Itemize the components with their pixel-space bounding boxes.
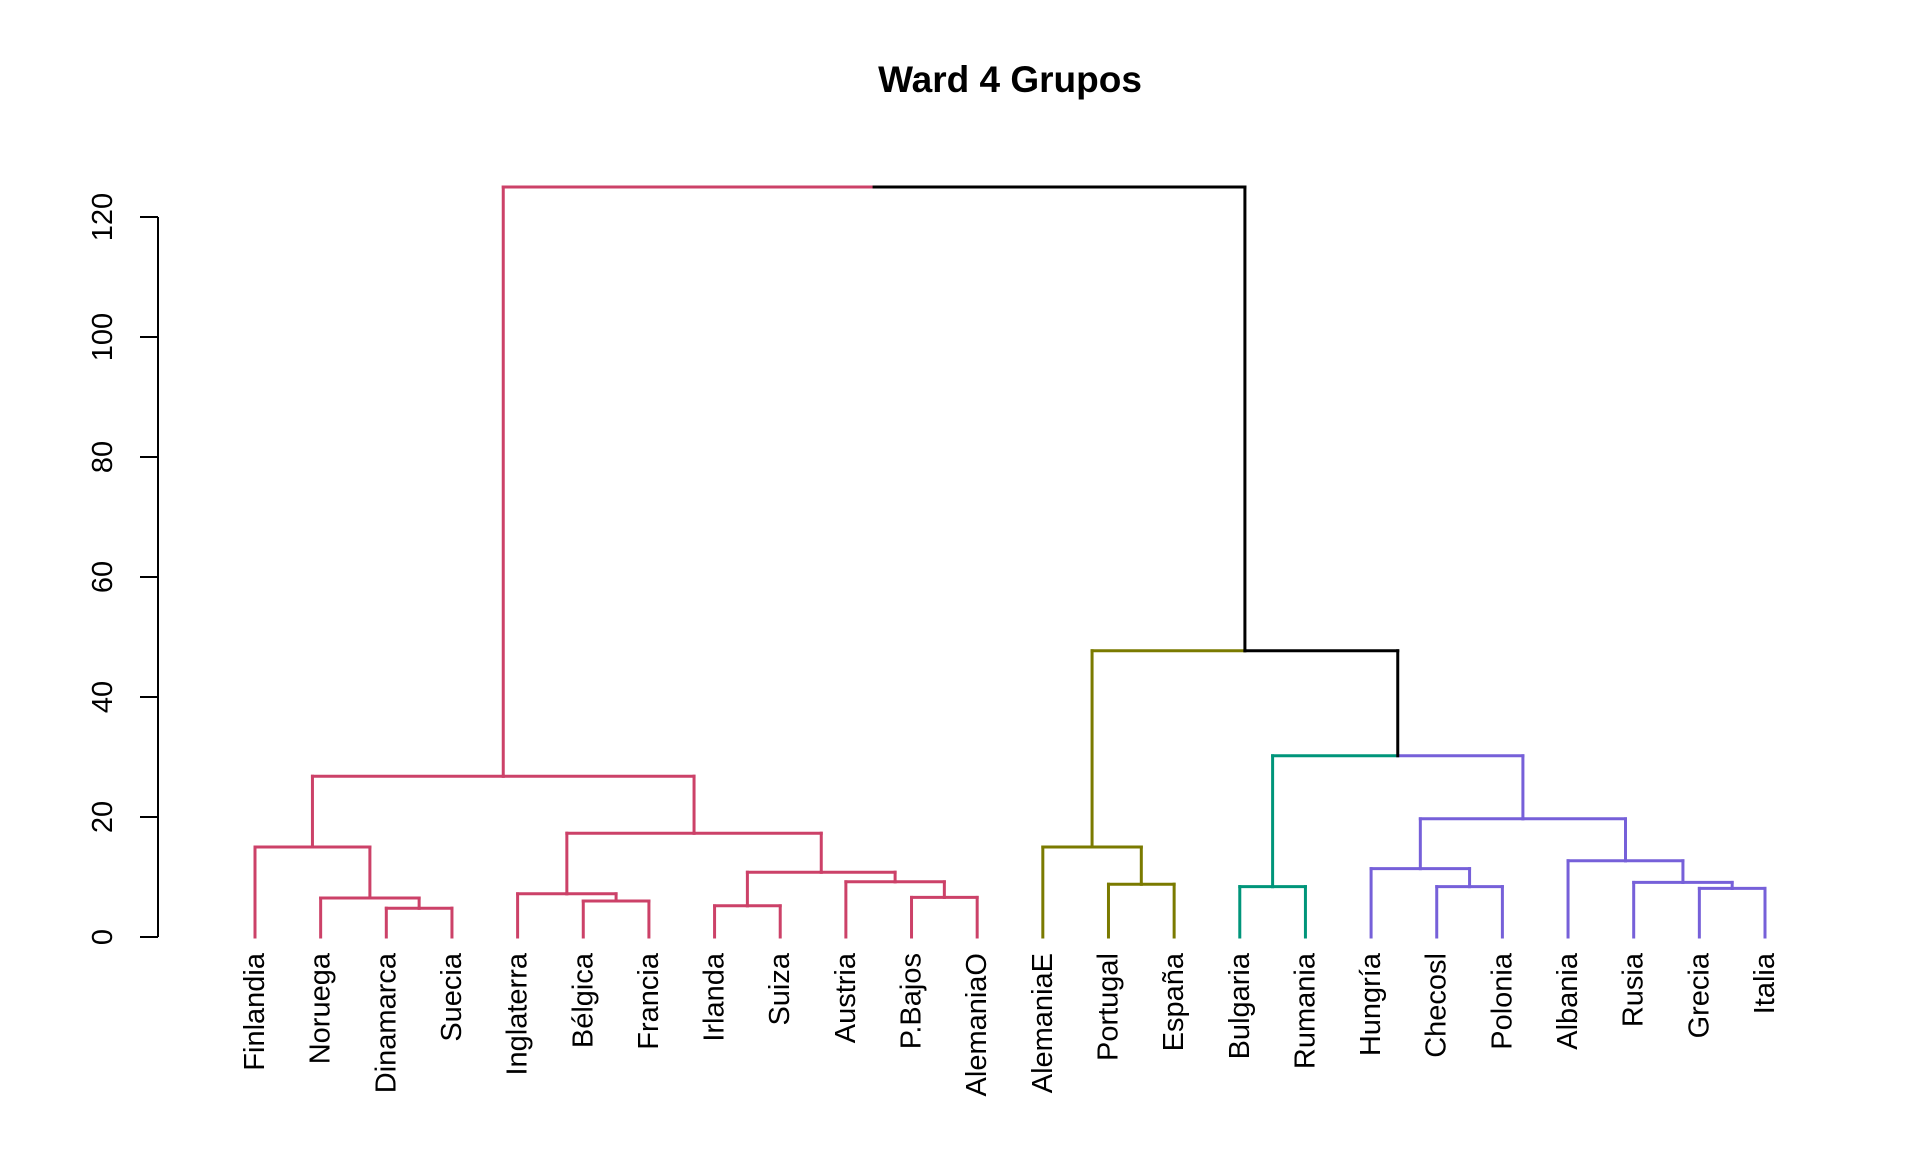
y-tick-label: 120 [87, 193, 119, 241]
leaf-label-suiza: Suiza [764, 952, 796, 1025]
leaf-label-p-bajos: P.Bajos [896, 953, 928, 1049]
leaf-label-francia: Francia [633, 952, 665, 1050]
y-tick-label: 100 [87, 313, 119, 361]
leaf-label-rumania: Rumania [1289, 952, 1321, 1069]
y-tick-label: 60 [87, 561, 119, 593]
y-tick-label: 0 [87, 929, 119, 945]
leaf-label-alemaniae: AlemaniaE [1027, 953, 1059, 1093]
leaf-label-polonia: Polonia [1486, 952, 1518, 1050]
leaf-label-italia: Italia [1749, 952, 1781, 1014]
chart-title: Ward 4 Grupos [878, 59, 1142, 100]
dendrogram-links [253, 185, 1767, 939]
leaf-label-portugal: Portugal [1092, 953, 1124, 1061]
leaf-label-inglaterra: Inglaterra [502, 952, 534, 1075]
leaf-label-noruega: Noruega [305, 952, 337, 1064]
leaf-label-hungria: Hungría [1355, 952, 1387, 1056]
leaf-label-belgica: Bélgica [567, 952, 599, 1048]
leaf-label-dinamarca: Dinamarca [370, 952, 402, 1093]
leaf-label-espana: España [1158, 952, 1190, 1051]
leaf-label-grecia: Grecia [1683, 952, 1715, 1038]
y-tick-label: 80 [87, 441, 119, 473]
leaf-label-albania: Albania [1552, 952, 1584, 1050]
leaf-label-alemaniao: AlemaniaO [961, 953, 993, 1096]
y-axis: 0 20 40 60 80 100 120 [87, 193, 159, 945]
leaf-labels: Finlandia Noruega Dinamarca Suecia Inglaterr… [239, 952, 1781, 1096]
leaf-label-irlanda: Irlanda [699, 952, 731, 1042]
leaf-label-checosl: Checosl [1421, 953, 1453, 1058]
leaf-label-suecia: Suecia [436, 952, 468, 1042]
y-tick-label: 40 [87, 681, 119, 713]
leaf-label-austria: Austria [830, 952, 862, 1043]
leaf-label-bulgaria: Bulgaria [1224, 952, 1256, 1059]
leaf-label-rusia: Rusia [1618, 952, 1650, 1027]
y-tick-label: 20 [87, 801, 119, 833]
leaf-label-finlandia: Finlandia [239, 952, 271, 1071]
